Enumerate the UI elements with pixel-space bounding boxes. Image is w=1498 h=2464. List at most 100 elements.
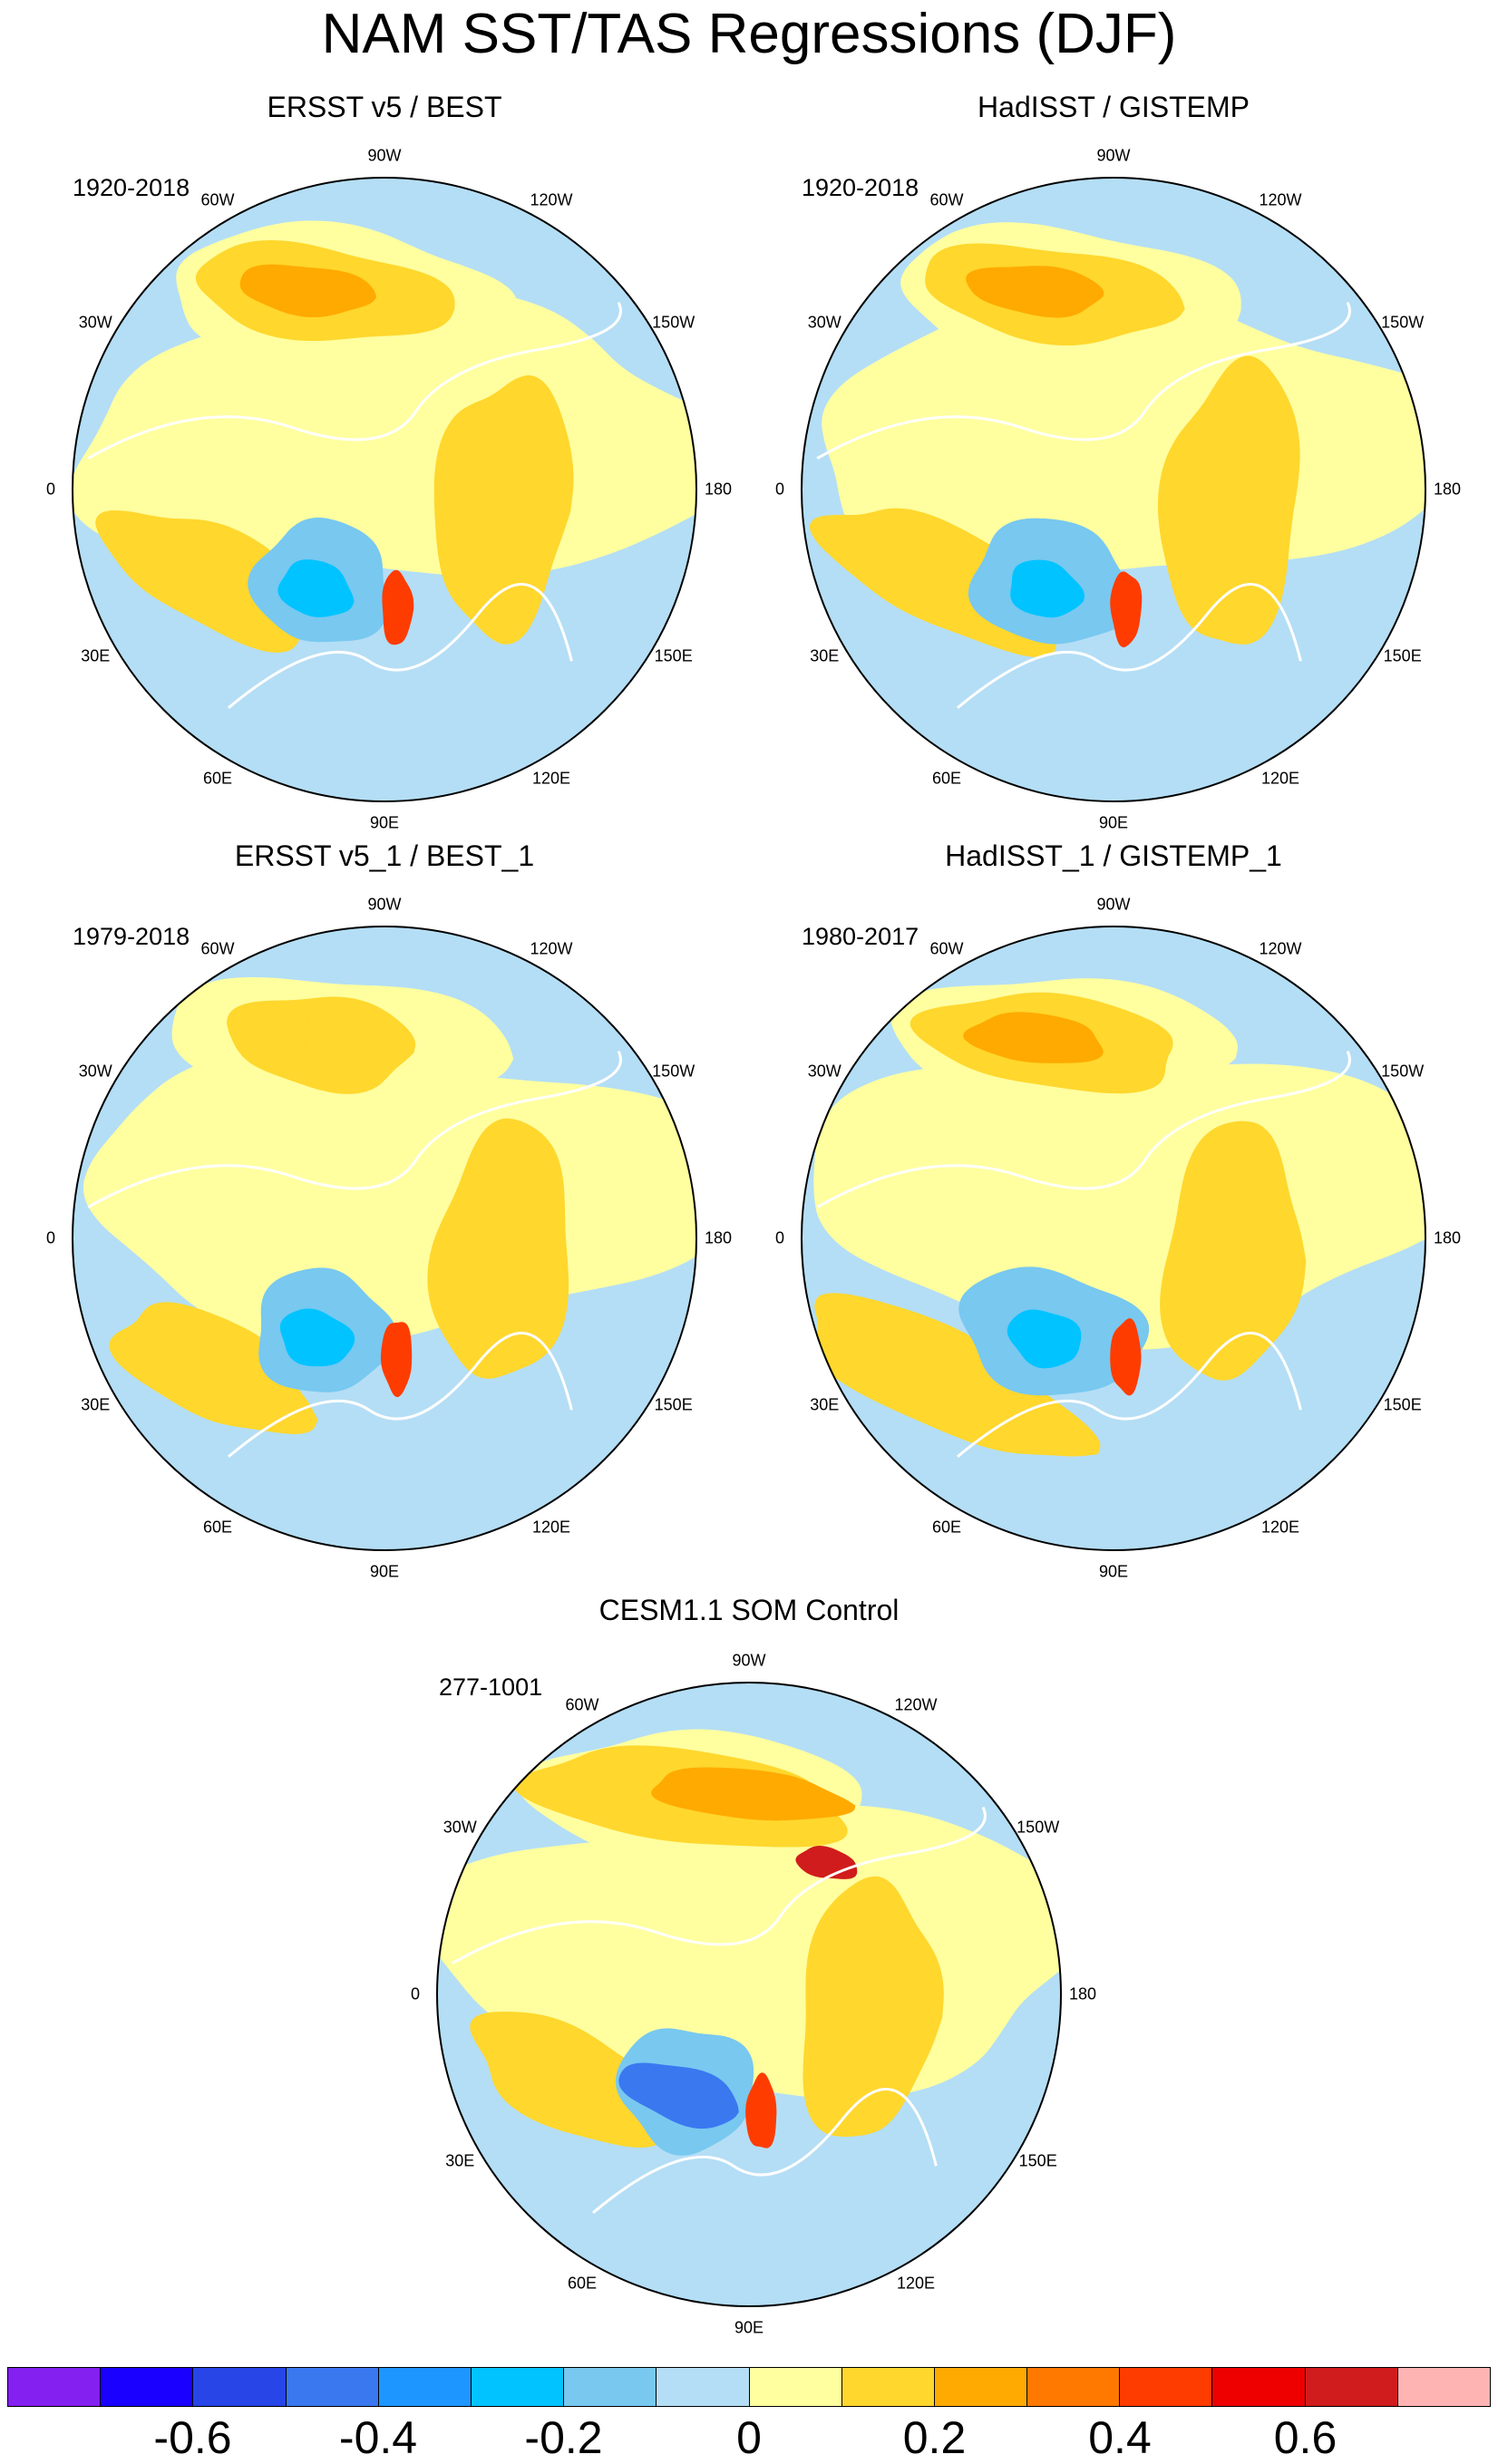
colorbar-tick-label: 0.6 bbox=[1273, 2412, 1338, 2463]
panel-title: CESM1.1 SOM Control bbox=[598, 1594, 900, 1626]
colorbar bbox=[7, 2367, 1491, 2407]
longitude-label: 90W bbox=[1096, 895, 1131, 914]
map-border bbox=[436, 1682, 1062, 2307]
longitude-label: 90W bbox=[367, 146, 402, 165]
longitude-label: 30W bbox=[78, 1062, 112, 1081]
longitude-label: 120W bbox=[1259, 939, 1302, 958]
colorbar-box bbox=[1397, 2368, 1490, 2406]
longitude-label: 60E bbox=[567, 2274, 598, 2293]
panel-title: ERSST v5_1 / BEST_1 bbox=[234, 839, 535, 872]
anomaly-contour bbox=[427, 1118, 569, 1379]
anomaly-contour bbox=[745, 2072, 777, 2149]
anomaly-contour bbox=[279, 1308, 355, 1367]
anomaly-contour bbox=[651, 1767, 856, 1821]
anomaly-contour bbox=[109, 1302, 318, 1434]
longitude-label: 150E bbox=[1383, 1395, 1422, 1414]
colorbar-tick-label: -0.2 bbox=[524, 2412, 603, 2463]
figure-title: NAM SST/TAS Regressions (DJF) bbox=[321, 3, 1177, 65]
anomaly-contour bbox=[277, 559, 355, 617]
colorbar-tick-label: 0.4 bbox=[1088, 2412, 1152, 2463]
anomaly-contour bbox=[812, 1293, 1101, 1457]
longitude-label: 60E bbox=[202, 769, 233, 788]
map-border bbox=[801, 926, 1426, 1551]
longitude-label: 0 bbox=[45, 480, 56, 499]
colorbar-box bbox=[8, 2368, 102, 2406]
longitude-label: 90E bbox=[1098, 813, 1129, 832]
longitude-label: 0 bbox=[410, 1984, 421, 2003]
longitude-label: 180 bbox=[1068, 1984, 1097, 2003]
coastline bbox=[816, 301, 1351, 460]
anomaly-contour bbox=[618, 2062, 739, 2129]
longitude-label: 180 bbox=[704, 480, 733, 499]
longitude-label: 120W bbox=[530, 939, 573, 958]
anomaly-contour bbox=[380, 1322, 413, 1398]
longitude-label: 90E bbox=[369, 813, 400, 832]
longitude-label: 90E bbox=[1098, 1562, 1129, 1581]
longitude-label: 120W bbox=[530, 190, 573, 209]
longitude-label: 90W bbox=[1096, 146, 1131, 165]
coastline bbox=[592, 2088, 938, 2214]
period-label: 1979-2018 bbox=[73, 923, 190, 950]
anomaly-contour bbox=[963, 1012, 1104, 1063]
anomaly-contour bbox=[1007, 1309, 1082, 1369]
colorbar-tick-label: 0.2 bbox=[902, 2412, 967, 2463]
longitude-label: 120W bbox=[894, 1695, 938, 1714]
longitude-label: 60E bbox=[931, 1518, 962, 1537]
anomaly-contour bbox=[382, 569, 414, 645]
colorbar-box bbox=[193, 2368, 287, 2406]
longitude-label: 150E bbox=[654, 646, 693, 665]
coastline bbox=[816, 1050, 1351, 1208]
coastline bbox=[228, 1332, 573, 1458]
longitude-label: 150W bbox=[1381, 313, 1425, 332]
colorbar-box bbox=[1027, 2368, 1121, 2406]
longitude-label: 120E bbox=[1260, 1518, 1300, 1537]
anomaly-contour bbox=[966, 266, 1104, 318]
colorbar-box bbox=[934, 2368, 1028, 2406]
longitude-label: 150W bbox=[652, 1062, 696, 1081]
longitude-label: 30E bbox=[810, 646, 840, 665]
longitude-label: 120E bbox=[896, 2274, 936, 2293]
anomaly-contour bbox=[95, 510, 319, 653]
longitude-label: 180 bbox=[1433, 1228, 1462, 1247]
longitude-label: 30E bbox=[81, 1395, 111, 1414]
colorbar-box bbox=[564, 2368, 657, 2406]
longitude-label: 30W bbox=[443, 1818, 477, 1837]
longitude-label: 30E bbox=[445, 2151, 475, 2170]
map-border bbox=[72, 177, 697, 802]
colorbar-box bbox=[471, 2368, 565, 2406]
longitude-label: 120E bbox=[531, 1518, 571, 1537]
longitude-label: 150W bbox=[1016, 1818, 1060, 1837]
anomaly-contour bbox=[1110, 1318, 1142, 1396]
longitude-label: 120E bbox=[1260, 769, 1300, 788]
period-label: 1920-2018 bbox=[802, 174, 919, 201]
longitude-label: 60W bbox=[929, 939, 964, 958]
colorbar-box bbox=[749, 2368, 842, 2406]
coastline bbox=[228, 583, 573, 709]
longitude-label: 30E bbox=[81, 646, 111, 665]
longitude-label: 60W bbox=[200, 939, 235, 958]
longitude-label: 90E bbox=[734, 2318, 764, 2337]
colorbar-box bbox=[1212, 2368, 1306, 2406]
longitude-label: 180 bbox=[704, 1228, 733, 1247]
colorbar-box bbox=[378, 2368, 472, 2406]
anomaly-contour bbox=[73, 289, 696, 577]
panel-title: ERSST v5 / BEST bbox=[267, 91, 502, 123]
period-label: 1980-2017 bbox=[802, 923, 919, 950]
panel-title: HadISST / GISTEMP bbox=[978, 91, 1250, 123]
anomaly-contour bbox=[1160, 1120, 1307, 1381]
longitude-label: 120E bbox=[531, 769, 571, 788]
longitude-label: 90W bbox=[367, 895, 402, 914]
longitude-label: 60E bbox=[202, 1518, 233, 1537]
longitude-label: 150E bbox=[1018, 2151, 1057, 2170]
anomaly-contour bbox=[304, 1013, 309, 1063]
longitude-label: 150W bbox=[1381, 1062, 1425, 1081]
anomaly-contour bbox=[802, 1876, 944, 2138]
longitude-label: 60E bbox=[931, 769, 962, 788]
colorbar-tick-label: 0 bbox=[736, 2412, 762, 2463]
longitude-label: 90E bbox=[369, 1562, 400, 1581]
longitude-label: 0 bbox=[774, 480, 785, 499]
coastline bbox=[87, 301, 622, 460]
